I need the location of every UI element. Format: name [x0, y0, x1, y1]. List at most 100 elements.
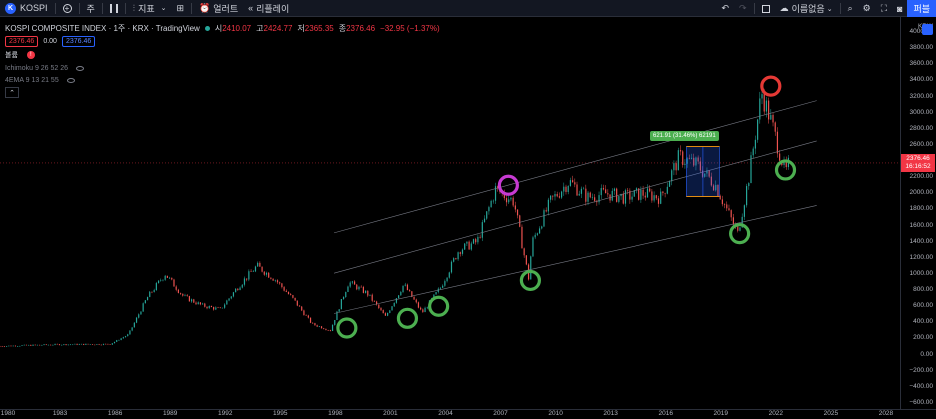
candle-body [215, 307, 217, 310]
collapse-legend-button[interactable]: ⌃ [5, 87, 19, 98]
time-scale[interactable]: 1980 1983 1986 1989 1992 1995 1998 2001 2004 2007… [0, 409, 936, 419]
candle-body [188, 296, 191, 302]
legend-indicator-ema[interactable]: 4EMA 9 13 21 55 [5, 74, 440, 86]
candle-body [728, 208, 730, 211]
candle-body [25, 344, 28, 346]
candle-body [28, 344, 30, 346]
candle-body [779, 153, 781, 161]
candle-body [743, 205, 745, 217]
candle-body [508, 199, 510, 203]
last-price-tag[interactable]: 2376.46 16:16:52 [901, 153, 935, 172]
bid-badge[interactable]: 2376.46 [5, 36, 39, 47]
measure-label[interactable]: 621.91 (31.46%) 62191 [650, 131, 719, 141]
candle-body [505, 198, 508, 203]
candle-body [552, 195, 554, 197]
ohlc-high: 고2424.77 [256, 24, 293, 33]
kospi-logo-icon: K [5, 2, 16, 14]
candle-body [457, 252, 459, 260]
candle-body [627, 190, 629, 191]
candle-body [580, 188, 583, 194]
legend-volume-row[interactable]: 볼륨 ! [5, 48, 440, 62]
candle-body [146, 297, 149, 301]
candle-body [96, 344, 98, 345]
candle-body [21, 345, 23, 346]
candle-body [369, 294, 371, 296]
search-button[interactable]: ⌕ [843, 0, 858, 17]
candle-body [530, 256, 532, 280]
candle-body [640, 189, 642, 200]
interval-button[interactable]: 주 [86, 3, 95, 14]
candle-body [472, 239, 475, 244]
candle-body [67, 344, 69, 346]
candle-body [686, 158, 688, 164]
candle-body [263, 271, 265, 275]
candles-style-button[interactable] [105, 0, 123, 17]
candle-body [193, 299, 195, 303]
indicator-ichimoku-label: Ichimoku 9 26 52 26 [5, 64, 69, 72]
candle-body [246, 278, 248, 280]
ohlc-low: 저2365.35 [297, 24, 334, 33]
candle-body [287, 291, 290, 295]
candle-body [316, 325, 318, 327]
candle-body [131, 327, 133, 331]
add-symbol-button[interactable]: + [58, 0, 77, 17]
marker-circle [519, 269, 542, 292]
eye-slash-icon[interactable] [66, 77, 75, 83]
plus-circle-icon: + [62, 3, 72, 13]
time-scale-label: 2013 [603, 410, 618, 417]
candle-body [285, 290, 287, 292]
candle-body [695, 157, 697, 166]
last-price-value: 2376.46 [906, 154, 930, 162]
candle-body [347, 286, 349, 293]
candle-body [202, 303, 204, 305]
candle-body [175, 286, 177, 290]
replay-button[interactable]: « 리플레이 [243, 0, 294, 17]
layout-name-button[interactable]: ☁ 이름없음 ⌄ [775, 0, 838, 17]
alert-button[interactable]: ⏰ 얼러트 [194, 0, 243, 17]
candle-body [494, 186, 497, 201]
candle-body [763, 94, 765, 112]
fullscreen-button[interactable]: ⛶ [876, 0, 892, 17]
candle-body [402, 285, 404, 292]
symbol-search[interactable]: K KOSPI [0, 0, 53, 17]
candle-body [177, 289, 179, 293]
candle-body [349, 282, 351, 287]
scale-settings-icon[interactable] [922, 24, 933, 35]
templates-button[interactable]: ⊞ [172, 0, 190, 17]
volume-alert-icon: ! [26, 51, 35, 59]
redo-button[interactable]: ↷ [734, 0, 752, 17]
series-title[interactable]: KOSPI COMPOSITE INDEX · 1주 · KRX · Tradi… [5, 24, 200, 33]
ask-badge[interactable]: 2376.46 [61, 36, 96, 47]
candle-body [757, 119, 759, 140]
legend-indicator-ichimoku[interactable]: Ichimoku 9 26 52 26 [5, 62, 440, 74]
candle-body [10, 345, 12, 347]
candle-body [334, 319, 336, 325]
publish-button[interactable]: 퍼블 [907, 0, 936, 17]
price-scale-label: 2200.00 [909, 173, 934, 181]
undo-button[interactable]: ↶ [716, 0, 734, 17]
layout-button[interactable] [757, 0, 775, 17]
candle-body [50, 344, 52, 346]
indicators-button[interactable]: ⫶ 지표 ⌄ [128, 0, 172, 17]
price-chart[interactable] [0, 17, 900, 409]
candle-body [210, 305, 213, 308]
candle-body [235, 288, 237, 293]
time-scale-label: 2010 [548, 410, 563, 417]
candle-body [677, 150, 679, 171]
candle-body [574, 182, 576, 185]
indicators-label: 지표 [138, 3, 155, 14]
candle-body [237, 288, 239, 291]
candle-body [179, 292, 182, 294]
price-scale[interactable]: 4000.00 3800.00 3600.00 3400.00 3200.00 3000.… [900, 17, 936, 409]
time-scale-label: 2025 [823, 410, 839, 417]
candle-body [149, 291, 151, 298]
candle-body [442, 285, 444, 288]
candle-body [660, 191, 662, 204]
eye-slash-icon[interactable] [76, 65, 85, 71]
candle-body [184, 295, 186, 296]
snapshot-button[interactable]: ◙ [892, 0, 907, 17]
candle-body [144, 300, 146, 304]
candle-body [420, 307, 422, 310]
settings-button[interactable]: ⚙ [858, 0, 876, 17]
candle-body [532, 237, 534, 257]
